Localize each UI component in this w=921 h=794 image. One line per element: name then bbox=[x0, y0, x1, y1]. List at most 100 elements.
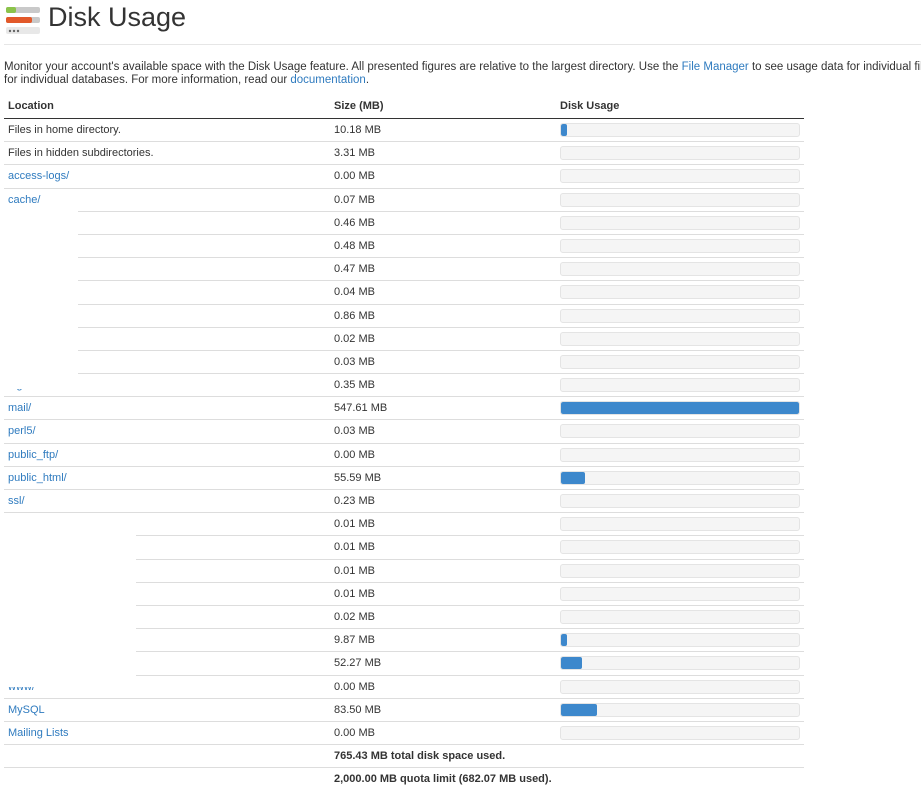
table-row: public_html/55.59 MB bbox=[4, 467, 804, 490]
usage-bar bbox=[560, 679, 800, 694]
table-row: p/0.46 MB bbox=[4, 212, 804, 235]
directory-link[interactable]: MySQL bbox=[8, 703, 45, 716]
table-row: ssl/0.23 MB bbox=[4, 490, 804, 514]
documentation-link[interactable]: documentation bbox=[290, 74, 366, 86]
size-value: 0.03 MB bbox=[334, 355, 375, 368]
header-divider bbox=[4, 44, 921, 45]
directory-link[interactable]: ssl/ bbox=[8, 495, 25, 507]
table-row: 0.02 MB bbox=[4, 606, 804, 630]
usage-bar bbox=[560, 354, 800, 369]
intro-text-part: to see usage data for individual files a… bbox=[751, 61, 921, 73]
usage-bar bbox=[560, 331, 800, 346]
usage-bar bbox=[560, 540, 800, 555]
table-row: MySQL 83.50 MB bbox=[4, 699, 804, 722]
usage-bar-fill bbox=[561, 634, 567, 647]
table-row: 0.01 MB bbox=[4, 560, 804, 583]
usage-bar bbox=[560, 563, 800, 578]
column-header-size[interactable]: Size (MB) bbox=[334, 100, 384, 112]
intro-text: Monitor your account's available space w… bbox=[4, 61, 921, 87]
usage-bar-fill bbox=[561, 657, 583, 670]
size-value: 0.35 MB bbox=[334, 379, 375, 392]
page-header: Disk Usage bbox=[4, 0, 921, 40]
table-row: 0.02 MB bbox=[4, 328, 804, 351]
size-value: 10.18 MB bbox=[334, 124, 382, 136]
table-row: Files in home directory. 10.18 MB bbox=[4, 119, 804, 143]
location-text: Files in hidden subdirectories. bbox=[8, 147, 154, 160]
redaction-block bbox=[4, 211, 78, 389]
usage-bar bbox=[560, 494, 800, 508]
directory-link[interactable]: Mailing Lists bbox=[8, 726, 69, 739]
redaction-block bbox=[4, 517, 136, 687]
table-row: cache/0.07 MB bbox=[4, 189, 804, 212]
directory-link[interactable]: mail/ bbox=[8, 402, 32, 415]
size-value: 547.61 MB bbox=[334, 402, 388, 415]
disk-usage-table: Location Size (MB) Disk Usage Files in h… bbox=[4, 97, 804, 790]
usage-bar-fill bbox=[561, 402, 799, 415]
size-value: 9.87 MB bbox=[334, 634, 375, 647]
file-manager-link[interactable]: File Manager bbox=[681, 61, 749, 73]
size-value: 0.48 MB bbox=[334, 239, 375, 252]
size-value: 0.86 MB bbox=[334, 309, 375, 322]
size-value: 0.01 MB bbox=[334, 541, 375, 554]
directory-link[interactable]: public_html/ bbox=[8, 471, 67, 484]
page-title: Disk Usage bbox=[48, 2, 187, 32]
table-row: 0.04 MB bbox=[4, 281, 804, 305]
size-value: 0.00 MB bbox=[334, 170, 375, 183]
directory-link[interactable]: public_ftp/ bbox=[8, 448, 59, 461]
size-value: 0.00 MB bbox=[334, 680, 375, 693]
table-row: mail/547.61 MB bbox=[4, 397, 804, 421]
column-header-disk-usage[interactable]: Disk Usage bbox=[560, 100, 620, 112]
total-disk-space: 765.43 MB total disk space used. bbox=[334, 750, 506, 763]
table-row: vn/52.27 MB bbox=[4, 652, 804, 676]
table-row: logs/0.35 MB bbox=[4, 374, 804, 398]
table-row: p/0.48 MB bbox=[4, 235, 804, 259]
size-value: 0.46 MB bbox=[334, 216, 375, 229]
directory-link[interactable]: perl5/ bbox=[8, 425, 36, 438]
size-value: 0.00 MB bbox=[334, 448, 375, 461]
table-row: public_ftp/0.00 MB bbox=[4, 444, 804, 467]
size-value: 0.02 MB bbox=[334, 610, 375, 623]
intro-text-part: Monitor your account's available space w… bbox=[4, 61, 682, 73]
usage-bar bbox=[560, 169, 800, 184]
table-row: access-logs/0.00 MB bbox=[4, 165, 804, 189]
size-value: 0.00 MB bbox=[334, 726, 375, 739]
size-value: 0.47 MB bbox=[334, 263, 375, 276]
usage-bar-fill bbox=[561, 471, 585, 484]
table-row: 0.01 MB bbox=[4, 513, 804, 537]
size-value: 0.01 MB bbox=[334, 587, 375, 600]
size-value: 0.04 MB bbox=[334, 286, 375, 299]
size-value: 52.27 MB bbox=[334, 657, 382, 670]
size-value: 0.07 MB bbox=[334, 193, 375, 206]
table-row: 0.01 MB bbox=[4, 583, 804, 606]
size-value: 55.59 MB bbox=[334, 471, 382, 484]
directory-link[interactable]: access-logs/ bbox=[8, 170, 70, 183]
table-row: perl5/0.03 MB bbox=[4, 420, 804, 444]
table-footer-total: 765.43 MB total disk space used. bbox=[4, 745, 804, 769]
table-row: 9.87 MB bbox=[4, 629, 804, 653]
table-row: 0.01 MB bbox=[4, 536, 804, 560]
size-value: 0.03 MB bbox=[334, 425, 375, 438]
directory-link[interactable]: cache/ bbox=[8, 193, 41, 206]
column-header-location[interactable]: Location bbox=[8, 100, 54, 112]
table-header: Location Size (MB) Disk Usage bbox=[4, 97, 804, 119]
usage-bar bbox=[560, 238, 800, 253]
usage-bar bbox=[560, 192, 800, 207]
quota-limit: 2,000.00 MB quota limit (682.07 MB used)… bbox=[334, 773, 552, 786]
location-text: Files in home directory. bbox=[8, 124, 121, 136]
intro-line-1: Monitor your account's available space w… bbox=[4, 61, 921, 74]
table-row: g/0.86 MB bbox=[4, 305, 804, 328]
table-body: Files in home directory. 10.18 MB Files in… bbox=[4, 119, 804, 746]
usage-bar bbox=[560, 447, 800, 462]
usage-bar-fill bbox=[561, 124, 567, 136]
table-row: p/0.47 MB bbox=[4, 258, 804, 282]
table-row: 0.03 MB bbox=[4, 351, 804, 375]
usage-bar bbox=[560, 517, 800, 532]
usage-bar-fill bbox=[561, 703, 597, 716]
disk-usage-logo-icon bbox=[6, 7, 40, 34]
usage-bar bbox=[560, 725, 800, 740]
intro-text-part: . bbox=[365, 74, 370, 86]
usage-bar bbox=[560, 215, 800, 230]
usage-bar bbox=[560, 633, 800, 648]
usage-bar bbox=[560, 308, 800, 323]
usage-bar bbox=[560, 702, 800, 717]
